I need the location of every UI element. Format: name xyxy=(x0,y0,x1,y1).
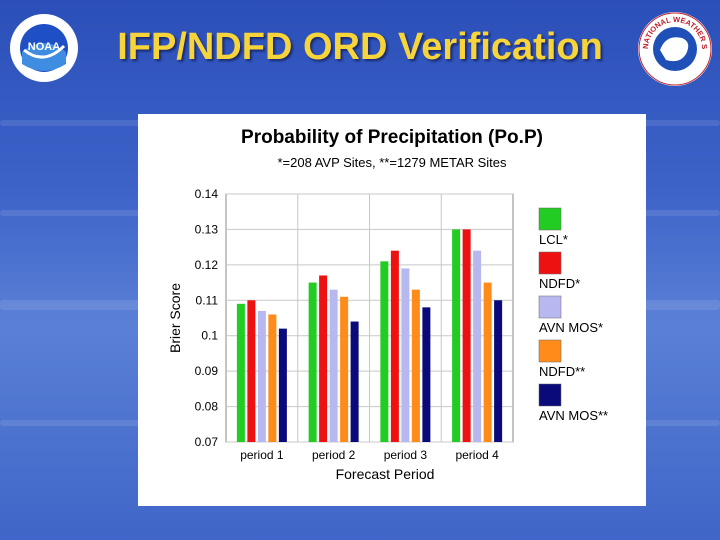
bar xyxy=(308,282,317,442)
x-tick-label: period 1 xyxy=(240,448,284,462)
bar xyxy=(257,310,266,442)
legend-label: LCL* xyxy=(539,232,568,247)
y-tick-label: 0.12 xyxy=(195,258,219,272)
bar xyxy=(380,261,389,442)
legend-label: NDFD* xyxy=(539,276,580,291)
bar xyxy=(319,275,328,442)
x-tick-label: period 4 xyxy=(455,448,499,462)
legend-swatch xyxy=(538,251,562,275)
chart-title: Probability of Precipitation (Po.P) xyxy=(241,127,543,148)
legend-label: AVN MOS* xyxy=(539,320,603,335)
y-axis-label: Brier Score xyxy=(167,283,183,353)
legend-swatch xyxy=(538,339,562,363)
y-tick-label: 0.08 xyxy=(195,400,219,414)
x-tick-label: period 2 xyxy=(312,448,356,462)
y-tick-label: 0.13 xyxy=(195,222,219,236)
x-tick-label: period 3 xyxy=(384,448,428,462)
bar xyxy=(452,229,461,442)
chart-panel: Probability of Precipitation (Po.P) *=20… xyxy=(138,114,646,506)
legend-label: NDFD** xyxy=(539,364,585,379)
bar xyxy=(390,250,399,442)
bar xyxy=(422,307,431,442)
bar xyxy=(278,328,287,442)
noaa-logo-text: NOAA xyxy=(28,41,60,53)
slide-title: IFP/NDFD ORD Verification xyxy=(117,26,603,68)
y-tick-label: 0.14 xyxy=(195,187,219,201)
bar xyxy=(350,321,359,442)
bar xyxy=(329,289,338,442)
chart-subtitle: *=208 AVP Sites, **=1279 METAR Sites xyxy=(277,155,507,170)
noaa-logo: NOAA xyxy=(10,14,78,82)
bar xyxy=(247,300,256,442)
nws-logo: NATIONAL WEATHER SERVICE xyxy=(636,10,712,86)
bar xyxy=(411,289,420,442)
bar xyxy=(473,250,482,442)
y-tick-label: 0.09 xyxy=(195,364,219,378)
bar xyxy=(401,268,410,442)
bar xyxy=(483,282,492,442)
legend-swatch xyxy=(538,207,562,231)
legend-swatch xyxy=(538,383,562,407)
bar xyxy=(236,303,245,442)
bar xyxy=(340,296,349,442)
bar xyxy=(462,229,471,442)
y-tick-label: 0.1 xyxy=(201,329,218,343)
y-tick-label: 0.11 xyxy=(196,293,219,307)
bar xyxy=(494,300,503,442)
bar xyxy=(268,314,277,442)
legend-swatch xyxy=(538,295,562,319)
legend-label: AVN MOS** xyxy=(539,408,608,423)
brier-score-chart: Probability of Precipitation (Po.P) *=20… xyxy=(167,127,608,482)
y-tick-label: 0.07 xyxy=(195,435,219,449)
x-axis-label: Forecast Period xyxy=(336,466,435,482)
